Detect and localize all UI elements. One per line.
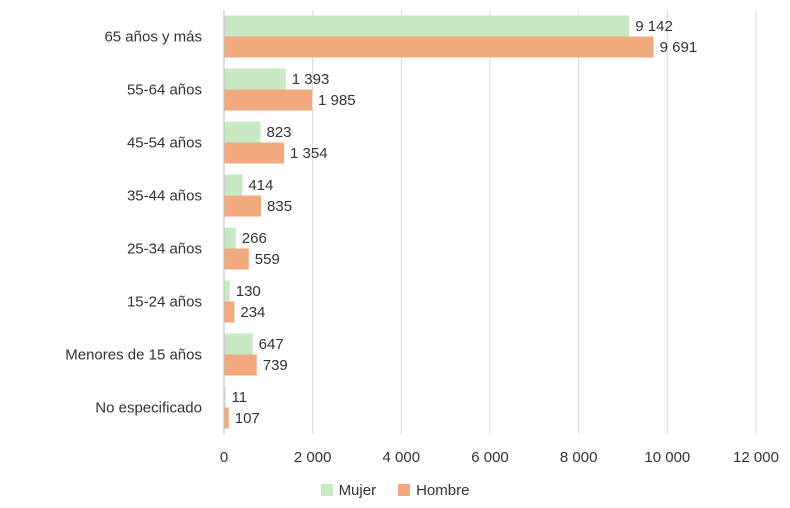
legend-item-hombre: Hombre — [398, 482, 469, 499]
bar-mujer — [224, 280, 230, 302]
value-label-hombre: 107 — [235, 410, 260, 427]
value-label-hombre: 559 — [255, 251, 280, 268]
bar-hombre — [224, 142, 285, 164]
category-label: 55-64 años — [127, 82, 202, 99]
value-label-mujer: 9 142 — [635, 18, 673, 35]
bar-mujer — [224, 333, 253, 355]
bar-mujer — [224, 227, 236, 249]
x-tick-label: 6 000 — [471, 449, 509, 466]
category-label: 45-54 años — [127, 135, 202, 152]
category-label: No especificado — [95, 400, 202, 417]
x-tick-label: 12 000 — [733, 449, 779, 466]
legend-swatch-hombre — [398, 484, 411, 496]
x-tick-label: 4 000 — [383, 449, 421, 466]
value-label-mujer: 414 — [248, 177, 273, 194]
value-label-mujer: 1 393 — [292, 71, 330, 88]
bar-hombre — [224, 89, 313, 111]
category-labels-group: 65 años y más 55-64 años 45-54 años 35-44 a… — [65, 29, 202, 417]
bar-hombre — [224, 354, 257, 376]
category-label: 65 años y más — [104, 29, 202, 46]
bar-hombre — [224, 248, 249, 270]
gridlines — [312, 10, 757, 434]
value-label-hombre: 1 354 — [290, 145, 328, 162]
bar-mujer — [224, 386, 226, 408]
legend-label-hombre: Hombre — [416, 481, 470, 499]
category-label: Menores de 15 años — [65, 347, 202, 364]
legend-item-mujer: Mujer — [320, 481, 377, 499]
legend-label-mujer: Mujer — [338, 481, 377, 499]
value-label-mujer: 11 — [232, 389, 248, 406]
bar-mujer — [224, 15, 630, 37]
bar-hombre — [224, 301, 235, 323]
value-label-hombre: 739 — [263, 357, 288, 374]
value-label-hombre: 1 985 — [318, 92, 356, 109]
bar-mujer — [224, 68, 286, 90]
bars-group — [224, 15, 654, 429]
bar-mujer — [224, 174, 243, 196]
legend-swatch-mujer — [320, 484, 333, 496]
bar-hombre — [224, 195, 262, 217]
value-label-mujer: 823 — [266, 124, 291, 141]
legend: Mujer Hombre — [0, 478, 790, 502]
bar-mujer — [224, 121, 261, 143]
x-tick-label: 10 000 — [644, 449, 690, 466]
value-label-mujer: 647 — [259, 336, 284, 353]
x-tick-label: 8 000 — [560, 449, 598, 466]
bar-hombre — [224, 36, 654, 58]
x-tick-labels-group: 0 2 000 4 000 6 000 8 000 10 000 12 000 — [220, 449, 779, 466]
value-label-hombre: 9 691 — [660, 39, 698, 56]
bar-hombre — [224, 407, 229, 429]
category-label: 25-34 años — [127, 241, 202, 258]
value-label-mujer: 130 — [236, 283, 261, 300]
value-label-mujer: 266 — [242, 230, 267, 247]
value-label-hombre: 835 — [267, 198, 292, 215]
category-label: 35-44 años — [127, 188, 202, 205]
category-label: 15-24 años — [127, 294, 202, 311]
x-tick-label: 2 000 — [294, 449, 332, 466]
value-label-hombre: 234 — [240, 304, 265, 321]
x-tick-label: 0 — [220, 449, 228, 466]
